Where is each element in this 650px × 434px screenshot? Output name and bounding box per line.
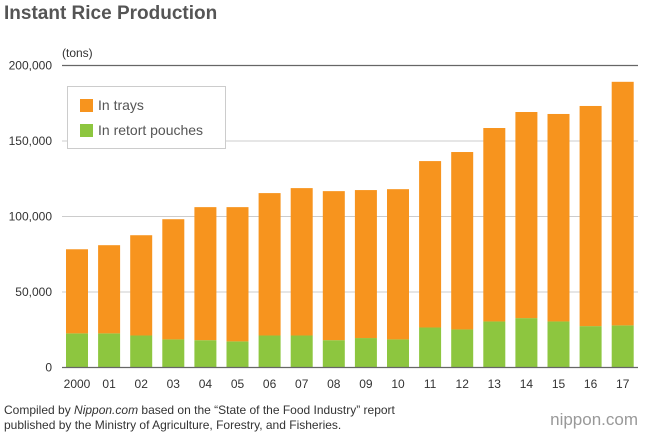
bar-trays xyxy=(322,191,345,341)
x-tick-label: 11 xyxy=(424,377,437,391)
legend-swatch-trays xyxy=(80,98,93,112)
bar-pouches xyxy=(66,333,88,368)
x-tick-label: 16 xyxy=(584,377,598,391)
x-tick-label: 12 xyxy=(456,377,470,391)
legend-swatch-pouches xyxy=(80,123,93,137)
x-tick-label: 2000 xyxy=(64,377,91,391)
bar-trays xyxy=(515,112,538,319)
x-tick-label: 04 xyxy=(199,377,213,391)
source-note: Compiled by Nippon.com based on the “Sta… xyxy=(4,403,395,433)
chart-title: Instant Rice Production xyxy=(4,3,218,24)
bar-trays xyxy=(611,81,634,326)
x-tick-label: 07 xyxy=(295,377,309,391)
bar-pouches xyxy=(290,335,313,368)
legend-item-trays: In trays xyxy=(80,97,144,113)
source-publisher: Nippon.com xyxy=(74,403,139,417)
bar-pouches xyxy=(483,321,506,368)
x-tick-label: 14 xyxy=(520,377,534,391)
y-tick-label: 100,000 xyxy=(9,210,53,224)
bar-pouches xyxy=(354,338,377,368)
bar-pouches xyxy=(194,340,217,368)
bar-trays xyxy=(162,219,185,340)
x-tick-label: 06 xyxy=(263,377,277,391)
bar-trays xyxy=(387,189,409,340)
bar-trays xyxy=(419,161,442,328)
legend-label-trays: In trays xyxy=(98,97,144,113)
y-tick-label: 0 xyxy=(45,361,52,375)
bar-pouches xyxy=(611,325,634,368)
x-tick-label: 13 xyxy=(488,377,502,391)
bar-trays xyxy=(547,113,570,322)
bar-pouches xyxy=(98,333,121,368)
bar-trays xyxy=(130,235,153,336)
bar-pouches xyxy=(547,321,570,368)
y-tick-label: 150,000 xyxy=(9,134,53,148)
x-tick-label: 05 xyxy=(231,377,245,391)
source-text: published by the Ministry of Agriculture… xyxy=(4,418,342,432)
bar-trays xyxy=(226,207,249,342)
bar-trays xyxy=(258,193,281,336)
y-tick-label: 200,000 xyxy=(9,59,53,73)
x-tick-label: 03 xyxy=(167,377,181,391)
bar-trays xyxy=(194,207,217,341)
legend-item-pouches: In retort pouches xyxy=(80,122,203,138)
legend: In trays In retort pouches xyxy=(67,86,226,149)
source-text: based on the “State of the Food Industry… xyxy=(138,403,395,417)
y-axis-unit: (tons) xyxy=(62,46,93,60)
bar-pouches xyxy=(258,335,281,368)
y-tick-label: 50,000 xyxy=(15,285,52,299)
bar-trays xyxy=(354,190,377,339)
x-tick-label: 09 xyxy=(359,377,373,391)
bar-pouches xyxy=(322,340,345,368)
bar-pouches xyxy=(226,341,249,368)
bar-pouches xyxy=(162,339,185,368)
source-text: Compiled by xyxy=(4,403,75,417)
bar-pouches xyxy=(515,318,538,368)
bar-pouches xyxy=(130,335,153,368)
bar-trays xyxy=(66,249,88,334)
bar-pouches xyxy=(579,326,602,368)
x-tick-label: 17 xyxy=(616,377,630,391)
bar-trays xyxy=(483,128,506,322)
bar-chart: 0 50,000 100,000 150,000 200,000 2000 01 02 03 04… xyxy=(9,59,638,391)
bar-trays xyxy=(98,245,121,334)
legend-label-pouches: In retort pouches xyxy=(98,122,204,138)
nippon-logo: nippon.com xyxy=(550,410,638,429)
x-tick-label: 02 xyxy=(135,377,149,391)
x-tick-label: 01 xyxy=(102,377,116,391)
bar-trays xyxy=(451,152,474,330)
bar-pouches xyxy=(387,339,409,368)
bar-pouches xyxy=(419,327,442,368)
x-tick-label: 10 xyxy=(391,377,405,391)
bar-trays xyxy=(579,105,602,327)
x-tick-label: 15 xyxy=(552,377,566,391)
bar-trays xyxy=(290,188,313,336)
bar-pouches xyxy=(451,329,474,368)
x-tick-label: 08 xyxy=(327,377,341,391)
